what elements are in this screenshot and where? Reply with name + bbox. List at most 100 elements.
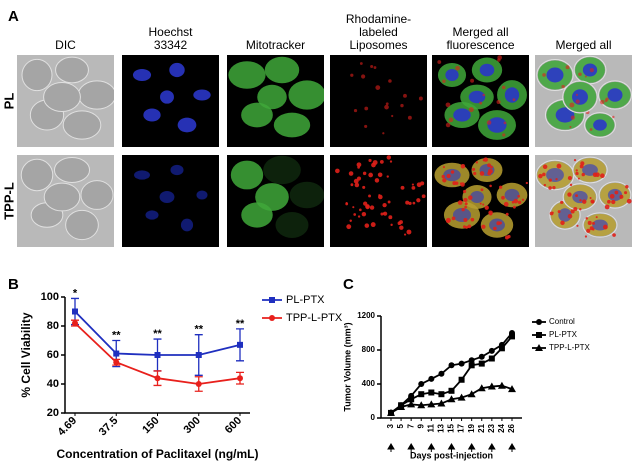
liposome [452, 181, 457, 186]
liposome [482, 203, 485, 206]
liposome [354, 182, 360, 188]
liposome [451, 216, 456, 221]
liposome [575, 93, 578, 96]
injection-arrow [387, 443, 395, 452]
liposome [369, 205, 375, 210]
marker [408, 396, 415, 403]
mito [289, 181, 324, 209]
injection-arrow [447, 443, 456, 452]
liposome [370, 64, 374, 69]
liposome [487, 163, 491, 168]
liposome [386, 155, 392, 160]
micrograph [17, 55, 114, 147]
liposome [353, 178, 359, 184]
marker [418, 391, 425, 398]
liposome [496, 221, 501, 226]
liposome [437, 60, 442, 64]
legend-label: PL-PTX [286, 294, 325, 306]
significance: ** [236, 318, 245, 330]
liposome [581, 172, 585, 177]
liposome [380, 212, 384, 216]
marker [195, 381, 202, 387]
liposome [348, 171, 354, 176]
marker [498, 345, 505, 352]
liposome [556, 163, 562, 169]
marker [488, 355, 495, 362]
micrograph [432, 55, 529, 147]
panel-label: B [8, 276, 19, 293]
micrograph [330, 55, 427, 147]
liposome [375, 85, 381, 90]
liposome [560, 220, 565, 226]
marker [438, 370, 445, 377]
liposome [609, 194, 615, 199]
nucleus [470, 191, 484, 203]
x-axis-label: Days post-injection [410, 450, 493, 460]
x-tick-label: 3 [386, 423, 395, 428]
significance: ** [112, 329, 121, 341]
liposome [586, 228, 591, 233]
marker [497, 381, 506, 389]
nucleus [196, 190, 208, 200]
liposome [595, 172, 600, 177]
liposome [600, 173, 605, 179]
liposome [397, 221, 402, 226]
liposome [364, 223, 370, 228]
liposome [445, 217, 451, 223]
liposome [488, 210, 493, 215]
liposome [569, 125, 572, 128]
marker [154, 375, 161, 382]
liposome [442, 166, 445, 169]
liposome [489, 184, 492, 188]
liposome [584, 75, 587, 78]
liposome [386, 175, 389, 178]
liposome [353, 213, 357, 216]
significance: ** [194, 324, 203, 336]
liposome [612, 233, 616, 237]
cell [43, 182, 81, 212]
liposome [591, 200, 595, 204]
nucleus [479, 63, 495, 77]
marker [417, 401, 426, 409]
liposome [517, 200, 522, 205]
nucleus [159, 190, 175, 204]
marker [448, 387, 455, 394]
nucleus [468, 90, 486, 104]
liposome [578, 72, 582, 77]
injection-arrow [427, 443, 436, 452]
marker [418, 381, 425, 387]
row-label: PL [1, 93, 16, 110]
legend-label: PL-PTX [549, 330, 578, 339]
column-header: Merged all [555, 38, 611, 52]
x-tick-label: 21 [477, 423, 486, 432]
liposome [349, 219, 352, 222]
liposome [335, 168, 340, 174]
marker [237, 341, 243, 348]
liposome [503, 201, 509, 207]
liposome [350, 183, 354, 187]
mito [264, 56, 300, 84]
nucleus [177, 117, 197, 133]
liposome [569, 183, 573, 187]
marker [448, 362, 455, 369]
liposome [356, 176, 362, 181]
liposome [384, 104, 389, 110]
legend-label: TPP-L-PTX [549, 343, 591, 352]
mito [275, 212, 309, 238]
liposome [470, 78, 475, 83]
liposome [457, 200, 463, 205]
liposome [479, 202, 482, 205]
liposome [560, 200, 564, 204]
liposome [388, 215, 393, 220]
liposome [403, 93, 407, 98]
liposome [368, 172, 373, 178]
chart: 0 400 800 1200 3 5 7 9 11 13 15 17 19 21 23 24 26 Tumor V… [342, 311, 590, 460]
column-header: Liposomes [349, 38, 407, 52]
column-header: Rhodamine- [346, 12, 411, 26]
liposome [575, 169, 578, 172]
nucleus [160, 90, 174, 104]
nucleus [489, 218, 505, 232]
nucleus [607, 88, 623, 102]
